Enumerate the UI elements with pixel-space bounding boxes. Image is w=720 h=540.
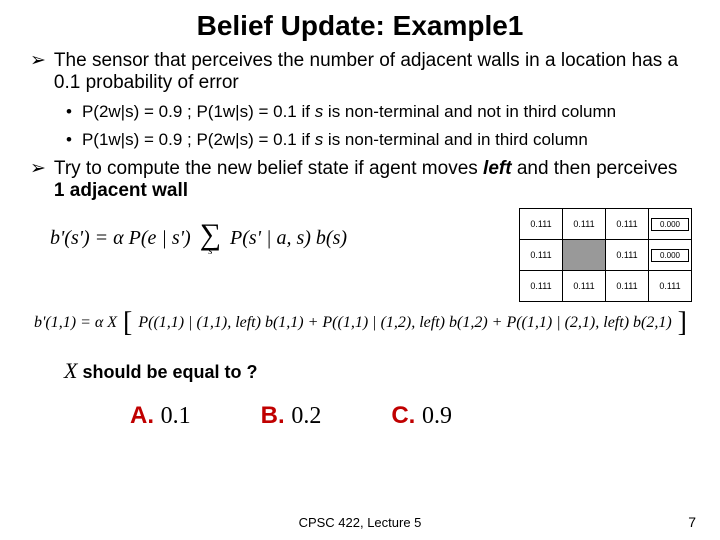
belief-update-formula: b'(s') = α P(e | s') ∑ s P(s' | a, s) b(… <box>50 222 347 257</box>
slide-title: Belief Update: Example1 <box>30 10 690 42</box>
bullet-sensor: ➢ The sensor that perceives the number o… <box>30 50 690 94</box>
grid-cell: 0.111 <box>520 271 563 302</box>
grid-cell: 0.111 <box>563 209 606 240</box>
option[interactable]: A. 0.1 <box>130 402 191 430</box>
task-one: 1 adjacent wall <box>54 180 188 201</box>
task-prefix: Try to compute the new belief state if a… <box>54 158 483 179</box>
dot-icon: • <box>66 130 72 150</box>
sub1-prefix: P(2w|s) = 0.9 ; P(1w|s) = 0.1 if <box>82 102 315 121</box>
grid-cell: 0.111 <box>606 240 649 271</box>
sub2-prefix: P(1w|s) = 0.9 ; P(2w|s) = 0.1 if <box>82 130 315 149</box>
question-x: X <box>64 358 77 383</box>
sub2-var: s <box>315 130 324 149</box>
option[interactable]: C. 0.9 <box>391 402 452 430</box>
footer-text: CPSC 422, Lecture 5 <box>0 515 720 530</box>
task-left: left <box>483 158 512 179</box>
option[interactable]: B. 0.2 <box>261 402 322 430</box>
f1-pe: P(e | s') <box>129 227 196 249</box>
bullet-sub1: • P(2w|s) = 0.9 ; P(1w|s) = 0.1 if s is … <box>66 102 690 122</box>
arrow-icon: ➢ <box>30 158 46 202</box>
bullet-task-text: Try to compute the new belief state if a… <box>54 158 690 202</box>
bullet-sub1-text: P(2w|s) = 0.9 ; P(1w|s) = 0.1 if s is no… <box>82 102 616 122</box>
options-row: A. 0.1 B. 0.2 C. 0.9 <box>130 402 690 430</box>
arrow-icon: ➢ <box>30 50 46 94</box>
bullet-sub2: • P(1w|s) = 0.9 ; P(2w|s) = 0.1 if s is … <box>66 130 690 150</box>
sub2-suffix: is non-terminal and in third column <box>323 130 588 149</box>
bullet-task: ➢ Try to compute the new belief state if… <box>30 158 690 202</box>
slide: Belief Update: Example1 ➢ The sensor tha… <box>0 0 720 540</box>
grid-cell: 0.000 <box>649 209 692 240</box>
bullet-sub2-text: P(1w|s) = 0.9 ; P(2w|s) = 0.1 if s is no… <box>82 130 588 150</box>
grid-cell: 0.111 <box>606 209 649 240</box>
task-mid: and then perceives <box>512 158 678 179</box>
grid-cell: 0.111 <box>606 271 649 302</box>
grid-cell: 0.111 <box>520 209 563 240</box>
sub1-var: s <box>315 102 324 121</box>
dot-icon: • <box>66 102 72 122</box>
bullet-sensor-text: The sensor that perceives the number of … <box>54 50 690 94</box>
formula-row: b'(s') = α P(e | s') ∑ s P(s' | a, s) b(… <box>30 208 690 302</box>
grid-cell <box>563 240 606 271</box>
grid-cell: 0.111 <box>520 240 563 271</box>
grid-cell: 0.000 <box>649 240 692 271</box>
sigma-icon: ∑ s <box>200 222 221 257</box>
question-text: X should be equal to ? <box>64 358 690 384</box>
belief-grid: 0.1110.1110.1110.0000.1110.1110.0000.111… <box>519 208 692 302</box>
question-tail: should be equal to ? <box>77 362 257 382</box>
expanded-formula: b'(1,1) = α X [ P((1,1) | (1,1), left) b… <box>34 314 690 332</box>
grid-cell: 0.111 <box>649 271 692 302</box>
sub1-suffix: is non-terminal and not in third column <box>323 102 616 121</box>
f1-rhs: P(s' | a, s) b(s) <box>230 227 347 249</box>
page-number: 7 <box>688 514 696 530</box>
f1-lhs: b'(s') = α <box>50 227 124 249</box>
grid-cell: 0.111 <box>563 271 606 302</box>
